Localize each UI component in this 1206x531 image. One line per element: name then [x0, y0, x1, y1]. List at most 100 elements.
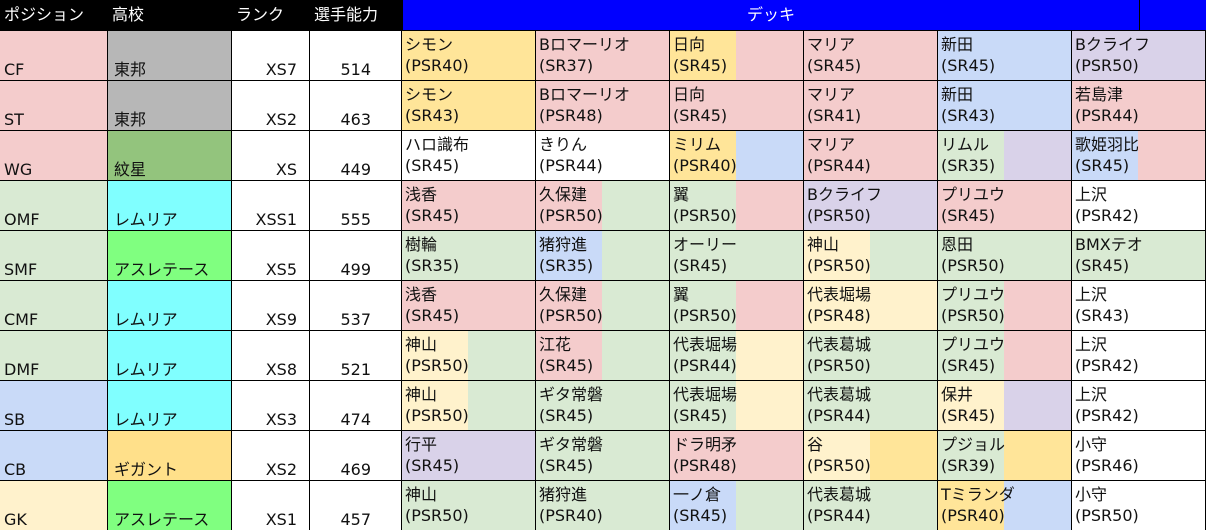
- deck-card-cell[interactable]: 猪狩進 (SR35): [536, 231, 670, 280]
- deck-card-cell[interactable]: オーリー (SR45): [670, 231, 804, 280]
- position-cell[interactable]: GK: [0, 481, 108, 530]
- deck-card-cell[interactable]: 神山 (PSR50): [402, 481, 536, 530]
- deck-card-cell[interactable]: 翼 (PSR50): [670, 281, 804, 330]
- position-cell[interactable]: OMF: [0, 181, 108, 230]
- deck-card-cell[interactable]: 猪狩進 (PSR40): [536, 481, 670, 530]
- deck-card-cell[interactable]: マリア (SR41): [804, 81, 938, 130]
- deck-card-cell[interactable]: 行平 (SR45): [402, 431, 536, 480]
- deck-card-cell[interactable]: 恩田 (PSR50): [938, 231, 1072, 280]
- deck-card-cell[interactable]: 代表堀場 (SR45): [670, 381, 804, 430]
- deck-card-cell[interactable]: 上沢 (PSR42): [1072, 331, 1206, 380]
- deck-card-cell[interactable]: プジョル (SR39): [938, 431, 1072, 480]
- deck-card-cell[interactable]: 日向 (SR45): [670, 31, 804, 80]
- deck-card-cell[interactable]: 久保建 (PSR50): [536, 181, 670, 230]
- school-cell[interactable]: レムリア: [108, 331, 232, 380]
- rank-cell[interactable]: XS8: [232, 331, 310, 380]
- position-cell[interactable]: WG: [0, 131, 108, 180]
- deck-card-cell[interactable]: プリユウ (PSR50): [938, 281, 1072, 330]
- deck-card-cell[interactable]: 神山 (PSR50): [402, 331, 536, 380]
- deck-card-cell[interactable]: マリア (SR45): [804, 31, 938, 80]
- deck-card-cell[interactable]: Bクライフ (PSR50): [1072, 31, 1206, 80]
- rank-cell[interactable]: XS2: [232, 81, 310, 130]
- power-cell[interactable]: 449: [310, 131, 402, 180]
- school-cell[interactable]: アスレテース: [108, 231, 232, 280]
- deck-card-cell[interactable]: 代表堀場 (PSR48): [804, 281, 938, 330]
- deck-card-cell[interactable]: リムル (SR35): [938, 131, 1072, 180]
- power-cell[interactable]: 521: [310, 331, 402, 380]
- position-cell[interactable]: CMF: [0, 281, 108, 330]
- deck-card-cell[interactable]: 若島津 (PSR44): [1072, 81, 1206, 130]
- deck-card-cell[interactable]: Tミランダ (PSR40): [938, 481, 1072, 530]
- rank-cell[interactable]: XS9: [232, 281, 310, 330]
- school-cell[interactable]: 紋星: [108, 131, 232, 180]
- school-cell[interactable]: アスレテース: [108, 481, 232, 530]
- deck-card-cell[interactable]: ギタ常磐 (SR45): [536, 431, 670, 480]
- power-cell[interactable]: 469: [310, 431, 402, 480]
- school-cell[interactable]: レムリア: [108, 281, 232, 330]
- deck-card-cell[interactable]: マリア (PSR44): [804, 131, 938, 180]
- deck-card-cell[interactable]: 上沢 (PSR42): [1072, 381, 1206, 430]
- deck-card-cell[interactable]: 代表葛城 (PSR44): [804, 481, 938, 530]
- deck-card-cell[interactable]: Bクライフ (PSR50): [804, 181, 938, 230]
- school-cell[interactable]: ギガント: [108, 431, 232, 480]
- deck-card-cell[interactable]: 上沢 (PSR42): [1072, 181, 1206, 230]
- deck-card-cell[interactable]: きりん (PSR44): [536, 131, 670, 180]
- deck-card-cell[interactable]: 神山 (PSR50): [402, 381, 536, 430]
- deck-card-cell[interactable]: 代表堀場 (PSR44): [670, 331, 804, 380]
- deck-card-cell[interactable]: 江花 (SR45): [536, 331, 670, 380]
- deck-card-cell[interactable]: 浅香 (SR45): [402, 281, 536, 330]
- header-power[interactable]: 選手能力: [310, 0, 402, 30]
- header-position[interactable]: ポジション: [0, 0, 108, 30]
- rank-cell[interactable]: XS2: [232, 431, 310, 480]
- deck-card-cell[interactable]: 樹輪 (SR35): [402, 231, 536, 280]
- deck-card-cell[interactable]: 小守 (PSR50): [1072, 481, 1206, 530]
- deck-card-cell[interactable]: ミリム (PSR40): [670, 131, 804, 180]
- position-cell[interactable]: CB: [0, 431, 108, 480]
- deck-card-cell[interactable]: 代表葛城 (PSR50): [804, 331, 938, 380]
- header-rank[interactable]: ランク: [232, 0, 310, 30]
- deck-card-cell[interactable]: 久保建 (PSR50): [536, 281, 670, 330]
- deck-card-cell[interactable]: プリユウ (SR45): [938, 181, 1072, 230]
- deck-card-cell[interactable]: Bロマーリオ (SR37): [536, 31, 670, 80]
- deck-card-cell[interactable]: ドラ明矛 (PSR48): [670, 431, 804, 480]
- header-deck-extra[interactable]: [1139, 0, 1206, 30]
- power-cell[interactable]: 457: [310, 481, 402, 530]
- power-cell[interactable]: 514: [310, 31, 402, 80]
- position-cell[interactable]: SMF: [0, 231, 108, 280]
- deck-card-cell[interactable]: シモン (PSR40): [402, 31, 536, 80]
- school-cell[interactable]: レムリア: [108, 181, 232, 230]
- deck-card-cell[interactable]: 一ノ倉 (SR45): [670, 481, 804, 530]
- deck-card-cell[interactable]: 谷 (PSR50): [804, 431, 938, 480]
- header-school[interactable]: 高校: [108, 0, 232, 30]
- rank-cell[interactable]: XS: [232, 131, 310, 180]
- power-cell[interactable]: 474: [310, 381, 402, 430]
- deck-card-cell[interactable]: 日向 (SR45): [670, 81, 804, 130]
- deck-card-cell[interactable]: ハロ識布 (SR45): [402, 131, 536, 180]
- deck-card-cell[interactable]: 浅香 (SR45): [402, 181, 536, 230]
- power-cell[interactable]: 499: [310, 231, 402, 280]
- school-cell[interactable]: 東邦: [108, 81, 232, 130]
- deck-card-cell[interactable]: プリユウ (SR45): [938, 331, 1072, 380]
- deck-card-cell[interactable]: 新田 (SR45): [938, 31, 1072, 80]
- rank-cell[interactable]: XS7: [232, 31, 310, 80]
- school-cell[interactable]: 東邦: [108, 31, 232, 80]
- power-cell[interactable]: 463: [310, 81, 402, 130]
- position-cell[interactable]: DMF: [0, 331, 108, 380]
- power-cell[interactable]: 537: [310, 281, 402, 330]
- position-cell[interactable]: ST: [0, 81, 108, 130]
- rank-cell[interactable]: XSS1: [232, 181, 310, 230]
- rank-cell[interactable]: XS1: [232, 481, 310, 530]
- rank-cell[interactable]: XS3: [232, 381, 310, 430]
- deck-card-cell[interactable]: 歌姫羽比 (SR45): [1072, 131, 1206, 180]
- deck-card-cell[interactable]: BMXテオ (SR45): [1072, 231, 1206, 280]
- deck-card-cell[interactable]: 小守 (PSR46): [1072, 431, 1206, 480]
- deck-card-cell[interactable]: 神山 (PSR50): [804, 231, 938, 280]
- deck-card-cell[interactable]: 翼 (PSR50): [670, 181, 804, 230]
- header-deck[interactable]: デッキ: [402, 0, 1139, 30]
- position-cell[interactable]: SB: [0, 381, 108, 430]
- deck-card-cell[interactable]: シモン (SR43): [402, 81, 536, 130]
- position-cell[interactable]: CF: [0, 31, 108, 80]
- deck-card-cell[interactable]: 保井 (SR45): [938, 381, 1072, 430]
- deck-card-cell[interactable]: Bロマーリオ (PSR48): [536, 81, 670, 130]
- deck-card-cell[interactable]: ギタ常磐 (SR45): [536, 381, 670, 430]
